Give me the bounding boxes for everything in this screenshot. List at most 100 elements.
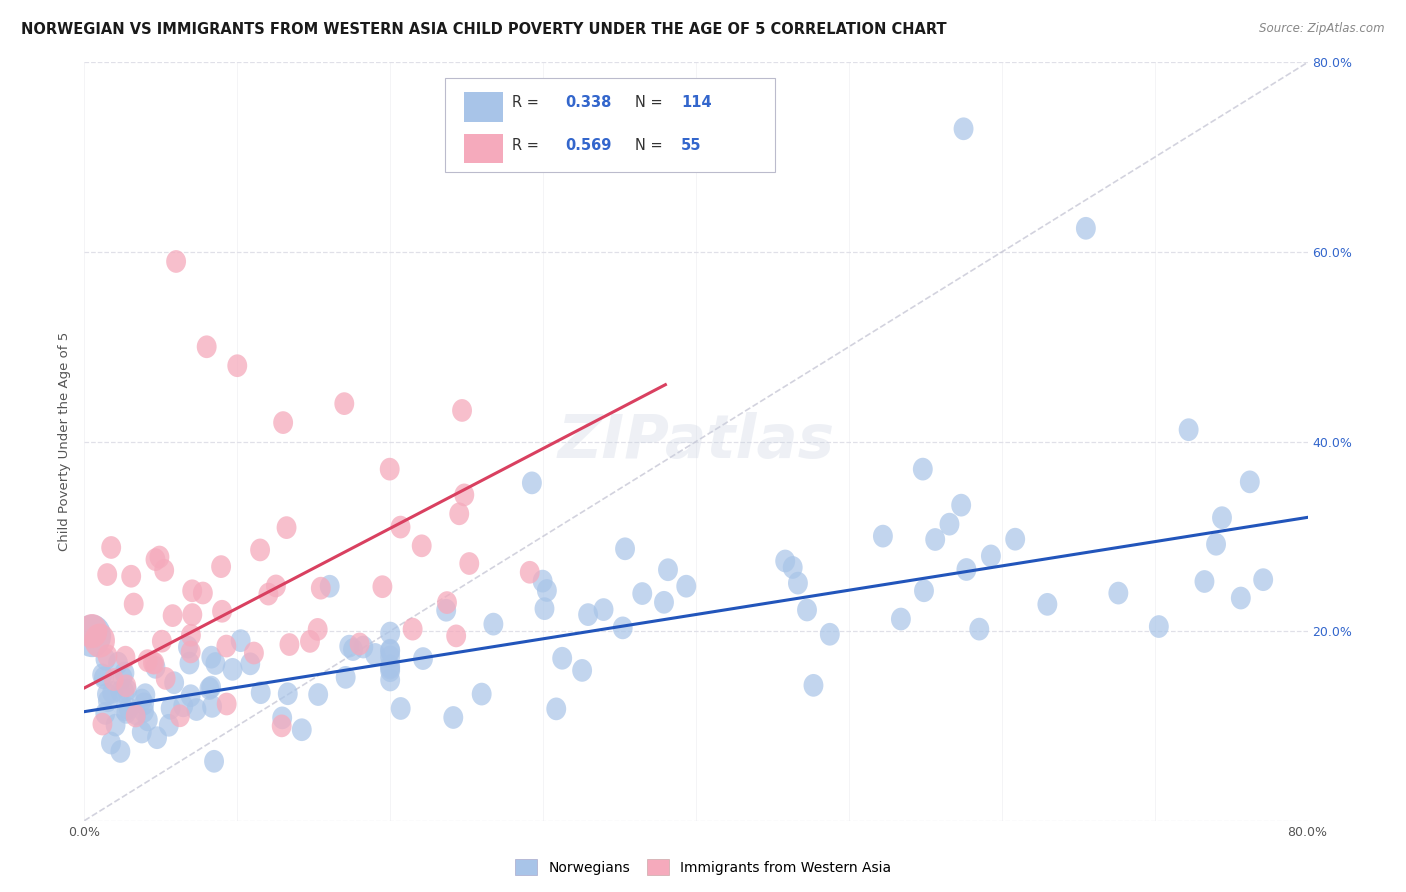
Ellipse shape <box>93 664 112 686</box>
Ellipse shape <box>914 580 934 602</box>
Ellipse shape <box>472 682 492 706</box>
Ellipse shape <box>380 669 401 691</box>
Ellipse shape <box>134 692 155 715</box>
Text: N =: N = <box>636 95 666 110</box>
Ellipse shape <box>115 698 135 722</box>
Ellipse shape <box>366 643 385 665</box>
Ellipse shape <box>443 706 463 729</box>
Ellipse shape <box>380 659 401 682</box>
Ellipse shape <box>132 689 152 712</box>
Text: 0.338: 0.338 <box>565 95 612 110</box>
Ellipse shape <box>537 579 557 602</box>
Ellipse shape <box>412 534 432 558</box>
Ellipse shape <box>1240 470 1260 493</box>
Ellipse shape <box>787 572 808 594</box>
Ellipse shape <box>181 640 201 664</box>
Ellipse shape <box>380 646 401 668</box>
Ellipse shape <box>308 683 328 706</box>
Ellipse shape <box>96 702 115 725</box>
Ellipse shape <box>159 714 179 737</box>
Ellipse shape <box>117 679 136 701</box>
Ellipse shape <box>94 666 114 690</box>
Ellipse shape <box>108 652 128 674</box>
Ellipse shape <box>160 697 180 720</box>
Ellipse shape <box>380 640 401 663</box>
Ellipse shape <box>873 524 893 548</box>
Ellipse shape <box>912 458 932 481</box>
Ellipse shape <box>105 714 125 737</box>
Ellipse shape <box>201 676 221 698</box>
Text: R =: R = <box>513 95 544 110</box>
Ellipse shape <box>183 580 202 602</box>
Ellipse shape <box>211 555 231 578</box>
Ellipse shape <box>212 600 232 623</box>
Ellipse shape <box>658 558 678 581</box>
Ellipse shape <box>183 603 202 626</box>
Ellipse shape <box>103 681 122 704</box>
Ellipse shape <box>104 668 124 691</box>
Ellipse shape <box>117 701 136 723</box>
Ellipse shape <box>299 630 321 653</box>
Ellipse shape <box>166 250 186 273</box>
Ellipse shape <box>278 682 298 705</box>
Ellipse shape <box>391 698 411 720</box>
Ellipse shape <box>797 599 817 622</box>
Y-axis label: Child Poverty Under the Age of 5: Child Poverty Under the Age of 5 <box>58 332 72 551</box>
Ellipse shape <box>120 698 139 720</box>
Ellipse shape <box>373 575 392 598</box>
FancyBboxPatch shape <box>464 134 503 163</box>
Ellipse shape <box>77 614 107 648</box>
Ellipse shape <box>97 563 117 586</box>
Ellipse shape <box>380 639 401 662</box>
Ellipse shape <box>155 559 174 582</box>
Ellipse shape <box>969 618 990 640</box>
Ellipse shape <box>308 618 328 640</box>
Ellipse shape <box>134 700 155 723</box>
Ellipse shape <box>98 690 118 712</box>
Ellipse shape <box>240 652 260 675</box>
Ellipse shape <box>277 516 297 539</box>
Ellipse shape <box>111 740 131 763</box>
Ellipse shape <box>343 638 363 661</box>
Ellipse shape <box>101 536 121 559</box>
Ellipse shape <box>547 698 567 720</box>
Ellipse shape <box>1149 615 1168 638</box>
Ellipse shape <box>1038 593 1057 615</box>
Ellipse shape <box>127 703 146 725</box>
Ellipse shape <box>181 624 201 647</box>
Ellipse shape <box>446 624 467 648</box>
Ellipse shape <box>201 646 221 668</box>
Ellipse shape <box>572 659 592 681</box>
Ellipse shape <box>553 647 572 670</box>
Ellipse shape <box>271 714 291 737</box>
Ellipse shape <box>193 582 212 605</box>
Ellipse shape <box>138 708 157 731</box>
Ellipse shape <box>180 652 200 674</box>
Ellipse shape <box>820 623 839 646</box>
Text: R =: R = <box>513 138 544 153</box>
Ellipse shape <box>250 539 270 561</box>
Ellipse shape <box>939 513 959 535</box>
Ellipse shape <box>633 582 652 605</box>
FancyBboxPatch shape <box>446 78 776 172</box>
Ellipse shape <box>97 644 118 667</box>
Ellipse shape <box>380 655 401 678</box>
Ellipse shape <box>145 652 165 674</box>
Ellipse shape <box>803 674 824 697</box>
Ellipse shape <box>1206 533 1226 556</box>
Ellipse shape <box>204 750 224 772</box>
Ellipse shape <box>259 582 278 606</box>
Ellipse shape <box>484 613 503 635</box>
Ellipse shape <box>273 706 292 730</box>
Ellipse shape <box>181 684 201 707</box>
Ellipse shape <box>336 666 356 689</box>
Ellipse shape <box>380 458 399 481</box>
Ellipse shape <box>981 544 1001 567</box>
Ellipse shape <box>614 537 636 560</box>
Ellipse shape <box>266 574 285 598</box>
Ellipse shape <box>143 651 163 674</box>
Ellipse shape <box>533 570 553 592</box>
Ellipse shape <box>578 603 598 626</box>
Ellipse shape <box>125 705 146 727</box>
Ellipse shape <box>952 494 972 516</box>
